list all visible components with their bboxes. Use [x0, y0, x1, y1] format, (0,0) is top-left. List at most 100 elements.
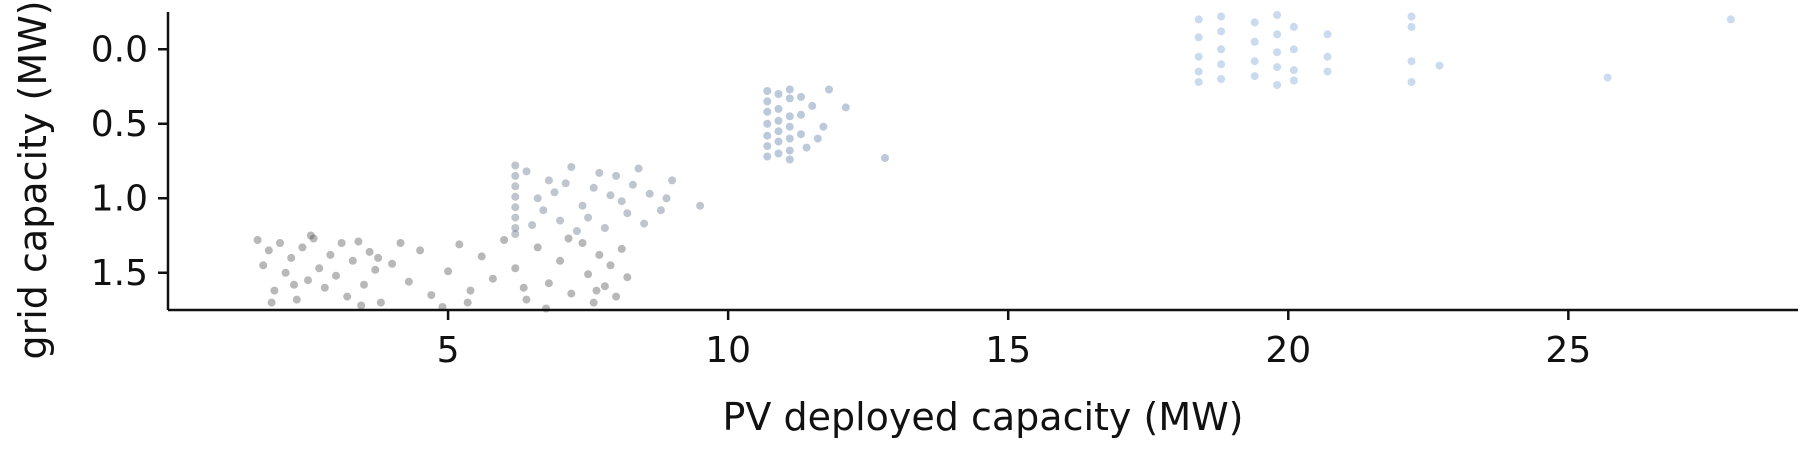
scatter-point: [544, 279, 553, 288]
scatter-point: [444, 267, 453, 276]
scatter-point: [785, 85, 794, 94]
scatter-point: [774, 137, 783, 146]
scatter-point: [578, 201, 587, 210]
scatter-point: [287, 253, 296, 262]
scatter-point: [668, 176, 677, 185]
scatter-point: [589, 298, 598, 307]
scatter-point: [763, 87, 772, 95]
scatter-point: [785, 112, 794, 121]
scatter-point: [1217, 75, 1226, 83]
points-layer: [253, 11, 1735, 313]
scatter-point: [519, 283, 528, 292]
scatter-point: [1194, 33, 1203, 42]
scatter-point: [1323, 52, 1332, 61]
scatter-point: [1250, 37, 1259, 46]
scatter-point: [564, 234, 573, 243]
scatter-point: [1250, 72, 1259, 81]
y-tick-label: 0.5: [91, 104, 148, 145]
scatter-point: [309, 234, 318, 243]
scatter-point: [1217, 45, 1226, 54]
scatter-point: [1289, 45, 1298, 54]
scatter-point: [606, 191, 615, 200]
scatter-point: [556, 216, 565, 225]
x-ticks: 5 10 15 20 25: [437, 310, 1591, 371]
scatter-point: [600, 282, 609, 291]
x-tick-label: 20: [1265, 330, 1311, 371]
scatter-point: [1250, 18, 1259, 27]
scatter-point: [1407, 57, 1416, 66]
scatter-point: [1273, 81, 1282, 89]
scatter-point: [584, 213, 593, 222]
scatter-point: [511, 264, 520, 273]
y-tick-label: 1.0: [91, 178, 148, 219]
scatter-point: [1323, 30, 1332, 39]
scatter-point: [533, 194, 542, 203]
scatter-point: [354, 237, 363, 246]
scatter-point: [595, 250, 604, 259]
y-axis-label: grid capacity (MW): [11, 0, 55, 359]
scatter-point: [477, 252, 486, 261]
scatter-point: [292, 295, 301, 304]
scatter-point: [763, 131, 772, 140]
scatter-point: [528, 221, 537, 230]
scatter-point: [306, 231, 315, 240]
scatter-point: [763, 142, 772, 151]
scatter-point: [656, 206, 665, 215]
scatter-point: [343, 292, 352, 301]
scatter-point: [388, 259, 397, 268]
scatter-point: [544, 176, 553, 185]
y-tick-label: 0.0: [91, 29, 148, 70]
scatter-point: [550, 188, 559, 197]
scatter-point: [511, 203, 520, 212]
scatter-point: [623, 273, 632, 282]
scatter-point: [785, 134, 794, 143]
scatter-point: [640, 219, 649, 228]
scatter-point: [253, 236, 262, 244]
scatter-point: [612, 171, 621, 180]
scatter-point: [298, 243, 307, 252]
scatter-point: [281, 268, 290, 277]
x-tick-label: 5: [437, 330, 460, 371]
scatter-point: [606, 261, 615, 270]
scatter-point: [404, 277, 413, 286]
scatter-point: [1289, 22, 1298, 31]
scatter-point: [1194, 15, 1203, 24]
scatter-point: [500, 236, 509, 244]
scatter-point: [1194, 78, 1203, 86]
scatter-point: [511, 171, 520, 180]
scatter-point: [511, 213, 520, 222]
scatter-point: [813, 134, 822, 143]
scatter-point: [511, 230, 520, 238]
scatter-point: [645, 189, 654, 198]
scatter-point: [774, 127, 783, 136]
scatter-point: [522, 167, 531, 176]
scatter-point: [376, 298, 385, 307]
scatter-point: [808, 101, 817, 110]
scatter-point: [511, 192, 520, 201]
scatter-point: [326, 250, 335, 259]
scatter-point: [1435, 61, 1444, 70]
scatter-point: [1273, 48, 1282, 57]
scatter-point: [416, 246, 425, 255]
scatter-point: [774, 116, 783, 125]
scatter-point: [270, 286, 279, 295]
scatter-point: [802, 143, 811, 152]
scatter-point: [589, 183, 598, 192]
scatter-point: [511, 224, 520, 232]
scatter-point: [320, 283, 329, 292]
scatter-point: [267, 298, 276, 307]
scatter-point: [1273, 63, 1282, 72]
scatter-point: [332, 271, 340, 280]
scatter-point: [1289, 76, 1298, 85]
scatter-point: [1407, 12, 1416, 21]
scatter-point: [374, 253, 383, 262]
scatter-point: [357, 301, 366, 310]
scatter-point: [662, 194, 671, 203]
scatter-point: [1289, 66, 1298, 75]
scatter-point: [1407, 22, 1416, 31]
axes: [166, 12, 1798, 312]
x-tick-label: 15: [985, 330, 1031, 371]
y-tick-label: 1.5: [91, 253, 148, 294]
scatter-point: [466, 286, 475, 295]
scatter-point: [881, 154, 889, 162]
